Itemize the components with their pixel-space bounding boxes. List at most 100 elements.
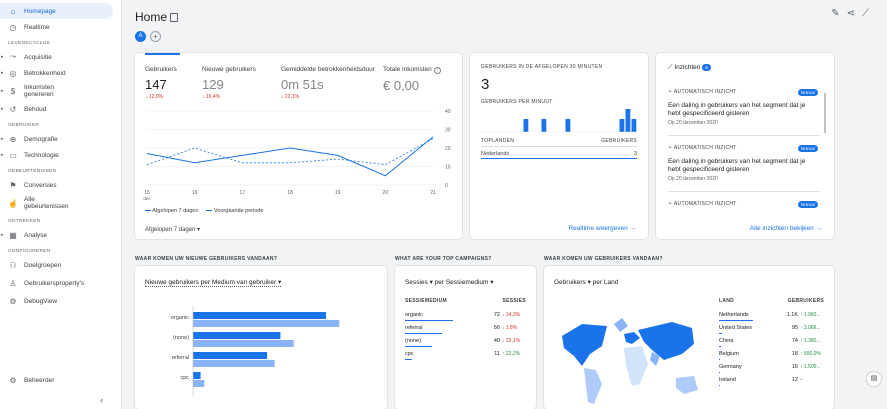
sidebar-item-inkomsten[interactable]: ▸ $ Inkomsten genereren bbox=[0, 81, 121, 101]
acquisition-dropdown[interactable]: Nieuwe gebruikers per Medium van gebruik… bbox=[145, 279, 282, 287]
sidebar-item-label: Beheerder bbox=[24, 376, 55, 384]
metric-value: 129 bbox=[202, 77, 224, 92]
date-range-dropdown[interactable]: Afgelopen 7 dagen ▾ bbox=[145, 227, 201, 233]
sparkle-icon: ✧ AUTOMATISCH INZICHT bbox=[668, 145, 737, 151]
sidebar-item-label: Conversies bbox=[24, 181, 57, 189]
caret-right-icon: ▸ bbox=[1, 136, 4, 142]
insight-item[interactable]: ✧ AUTOMATISCH INZICHT Nieuw Een daling in… bbox=[668, 145, 818, 182]
metric-users[interactable]: Gebruikers 147 ↓ 12,0% bbox=[145, 66, 177, 100]
sidebar-item-label: Gebruikersproperty's bbox=[24, 279, 85, 287]
insights-count: 6 bbox=[702, 64, 711, 71]
metric-new-users[interactable]: Nieuwe gebruikers 129 ↓ 16,4% bbox=[202, 66, 256, 100]
metric-change: ↓ 12,0% bbox=[145, 94, 164, 100]
sidebar-item-doelgroepen[interactable]: ⚇ Doelgroepen bbox=[0, 257, 121, 273]
document-icon[interactable] bbox=[170, 13, 179, 23]
insights-icon[interactable]: ⟋ bbox=[862, 8, 869, 19]
help-icon[interactable]: ? bbox=[433, 67, 441, 74]
bar-label: (none) bbox=[173, 335, 189, 341]
insight-text: Een daling in gebruikers van het segment… bbox=[668, 158, 806, 173]
section-title: GEBEURTENISSEN bbox=[8, 169, 57, 174]
sidebar-item-betrokkenheid[interactable]: ▸ ◎ Betrokkenheid bbox=[0, 65, 121, 81]
bar-label: organic bbox=[171, 315, 189, 321]
row-change: ↓ 1,8% bbox=[502, 325, 518, 331]
sidebar-item-behoud[interactable]: ▸ ↺ Behoud bbox=[0, 101, 121, 117]
insights-link[interactable]: Alle inzichten bekijken → bbox=[749, 225, 822, 232]
segment-chip[interactable]: A bbox=[135, 31, 146, 42]
metric-revenue[interactable]: Totale inkomsten ? € 0,00 bbox=[383, 66, 441, 93]
row-change: ↑ 3.066... bbox=[800, 325, 821, 331]
caret-right-icon: ▸ bbox=[1, 106, 4, 112]
row-name: Ireland bbox=[719, 377, 736, 383]
realtime-bar bbox=[565, 119, 571, 132]
globe-icon: ⊕ bbox=[9, 134, 17, 144]
line-chart: 0 10 20 30 40 15 16 17 18 19 20 21 dec bbox=[143, 109, 450, 201]
collapse-sidebar-icon[interactable]: ‹ bbox=[100, 395, 103, 405]
scrollbar[interactable] bbox=[824, 93, 826, 133]
metric-engagement[interactable]: Gemiddelde betrokkenheidsduur 0m 51s ↓ 2… bbox=[281, 66, 375, 100]
home-icon: ⌂ bbox=[10, 6, 16, 16]
row-change: ↓ 23,1% bbox=[502, 338, 521, 344]
caret-right-icon: ▸ bbox=[1, 152, 4, 158]
row-bar bbox=[719, 346, 722, 347]
bar-current bbox=[193, 352, 268, 359]
sidebar-item-technologie[interactable]: ▸ ▭ Technologie bbox=[0, 147, 121, 163]
metric-change: ↓ 16,4% bbox=[202, 94, 221, 100]
section-title: GEBRUIKER bbox=[8, 123, 39, 128]
bar-previous bbox=[193, 360, 275, 367]
row-bar bbox=[719, 320, 753, 321]
sidebar-item-acquisitie[interactable]: ▸ ⤳ Acquisitie bbox=[0, 49, 121, 65]
row-value: 1,1K bbox=[786, 312, 798, 318]
row-bar bbox=[719, 359, 720, 360]
world-map bbox=[562, 318, 698, 404]
geo-dropdown[interactable]: Gebruikers ▾ per Land bbox=[554, 279, 619, 286]
bar-current bbox=[193, 312, 326, 319]
sidebar-item-alle-gebeurtenissen[interactable]: ☝ Alle gebeurtenissen bbox=[0, 193, 121, 213]
monetization-icon: $ bbox=[10, 86, 16, 96]
realtime-bar bbox=[619, 119, 625, 132]
campaigns-section-title: WHAT ARE YOUR TOP CAMPAIGNS? bbox=[395, 256, 492, 262]
insight-item[interactable]: ✧ AUTOMATISCH INZICHT Nieuw bbox=[668, 201, 818, 208]
sidebar-item-realtime[interactable]: ◷ Realtime bbox=[0, 19, 121, 35]
row-bar bbox=[719, 333, 723, 334]
sidebar-item-homepage[interactable]: ⌂ Homepage bbox=[0, 3, 113, 19]
x-tick-label: 19 bbox=[335, 190, 341, 196]
realtime-bar bbox=[541, 119, 547, 132]
analysis-icon: ▦ bbox=[9, 230, 17, 240]
bar-label: cpc bbox=[180, 375, 189, 381]
sidebar-item-gebruikersproperties[interactable]: ♙ Gebruikersproperty's bbox=[0, 273, 121, 293]
row-change: ↑ 1.960... bbox=[800, 312, 821, 318]
feedback-icon[interactable]: ▤ bbox=[867, 372, 881, 386]
realtime-link[interactable]: Realtime weergeven → bbox=[568, 225, 636, 232]
edit-icon[interactable]: ✎ bbox=[831, 8, 840, 19]
row-bar bbox=[405, 333, 443, 334]
metric-label: Nieuwe gebruikers bbox=[202, 66, 256, 73]
insights-card: ⟋ Inzichten 6 ✧ AUTOMATISCH INZICHT Nieuw… bbox=[656, 53, 834, 239]
x-tick-label: 16 bbox=[192, 190, 198, 196]
geo-card: Gebruikers ▾ per Land LAND GEBRUIKERS Ne… bbox=[544, 266, 834, 409]
row-change: ↓ 14,3% bbox=[502, 312, 521, 318]
sidebar-item-conversies[interactable]: ⚑ Conversies bbox=[0, 177, 121, 193]
sidebar-item-label: Technologie bbox=[24, 151, 59, 159]
sidebar-item-label: Betrokkenheid bbox=[24, 69, 66, 77]
row-name: China bbox=[719, 338, 734, 344]
insights-title: ⟋ Inzichten 6 bbox=[668, 64, 711, 72]
row-change: ↑ 1.380... bbox=[800, 338, 821, 344]
metric-value: 0m 51s bbox=[281, 77, 324, 92]
section-title: LEVENSCYCLUS bbox=[8, 41, 50, 46]
campaigns-dropdown[interactable]: Sessies ▾ per Sessiemedium ▾ bbox=[405, 279, 494, 286]
sidebar-item-demografie[interactable]: ▸ ⊕ Demografie bbox=[0, 131, 121, 147]
add-comparison-button[interactable]: + bbox=[150, 31, 161, 42]
row-name: organic bbox=[405, 312, 424, 318]
touch-icon: ☝ bbox=[8, 198, 18, 208]
chart-legend: Afgelopen 7 dagen Voorgaande periode bbox=[145, 208, 264, 214]
row-name: cpc bbox=[405, 351, 414, 357]
insight-item[interactable]: ✧ AUTOMATISCH INZICHT Nieuw Een daling in… bbox=[668, 89, 818, 126]
country-name: Nederlands bbox=[481, 151, 510, 157]
sidebar-item-beheerder[interactable]: ⚙ Beheerder bbox=[0, 372, 110, 388]
share-icon[interactable]: ⋖ bbox=[846, 8, 855, 19]
row-name: Belgium bbox=[719, 351, 739, 357]
sidebar-item-analyse[interactable]: ▸ ▦ Analyse bbox=[0, 227, 121, 243]
row-change: ↑ 500,0% bbox=[800, 351, 821, 357]
sidebar-item-debugview[interactable]: ⚙ DebugView bbox=[0, 293, 121, 309]
legend-current: Afgelopen 7 dagen bbox=[145, 208, 198, 214]
